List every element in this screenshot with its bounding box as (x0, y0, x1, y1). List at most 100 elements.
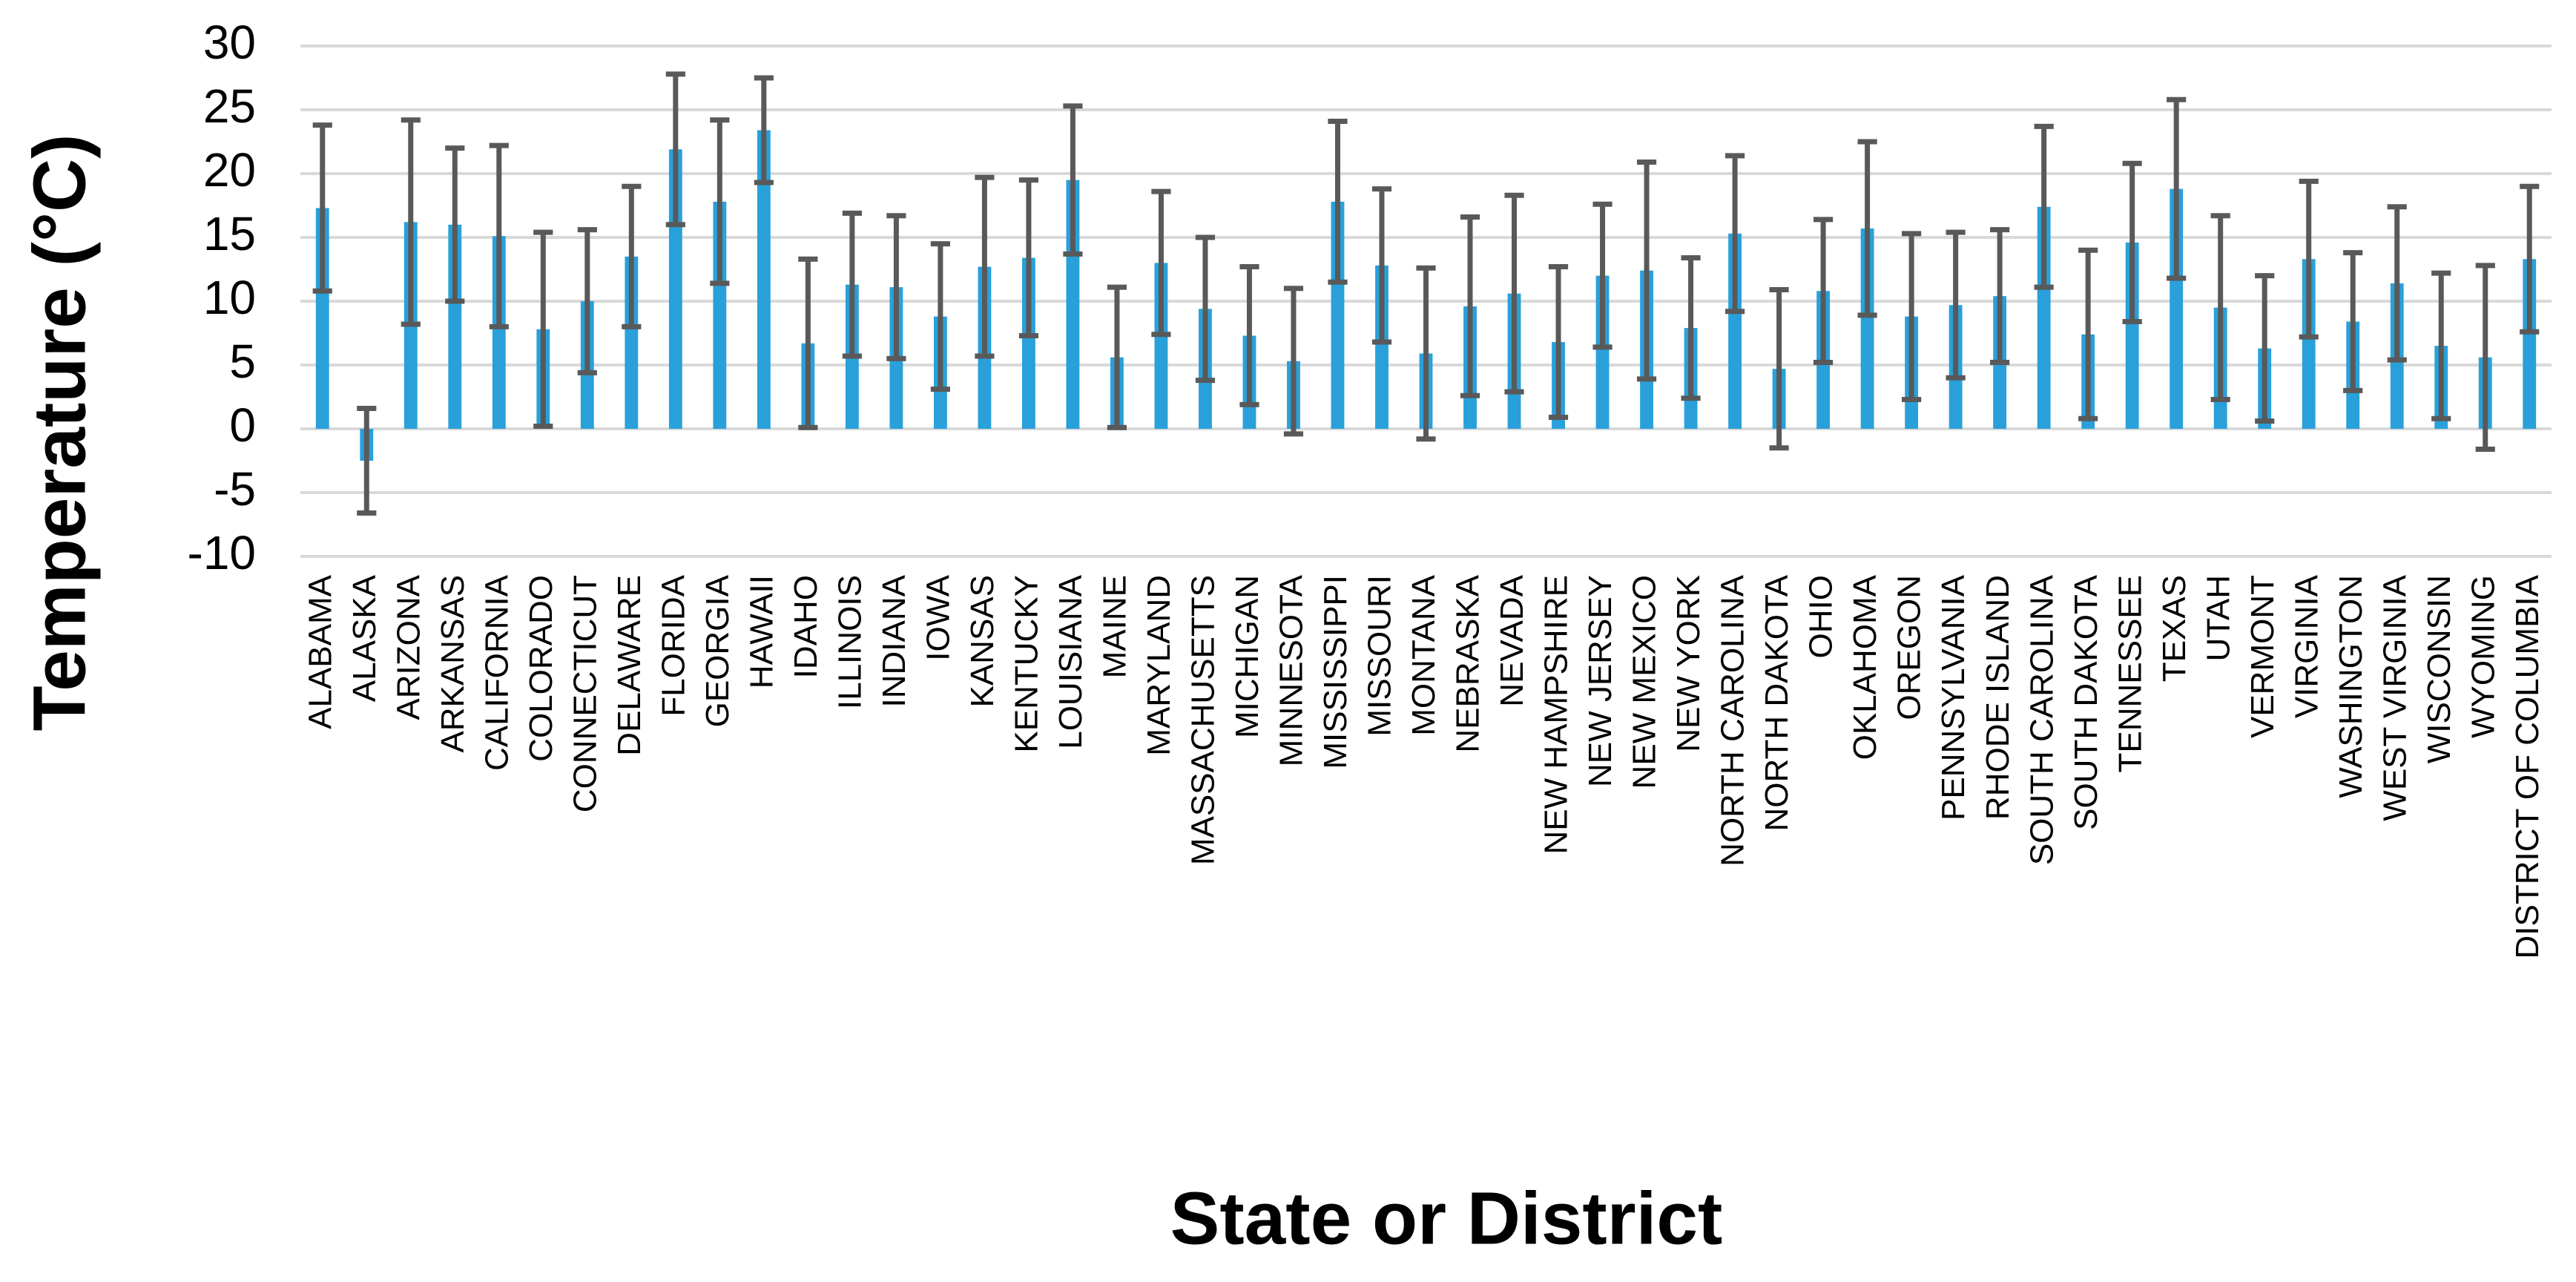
bar (448, 224, 462, 429)
x-tick-label: TEXAS (2156, 575, 2193, 682)
x-tick-label: FLORIDA (655, 574, 691, 716)
error-bar (1946, 229, 1966, 381)
error-bar (445, 145, 465, 304)
error-bar (975, 174, 995, 359)
error-bar (1107, 284, 1127, 430)
x-tick-label: ARKANSAS (435, 575, 471, 753)
x-tick-label: KANSAS (964, 575, 1001, 708)
y-tick-label: 25 (203, 79, 256, 133)
error-bar (754, 75, 774, 185)
error-bar (1592, 201, 1613, 350)
x-tick-label: CALIFORNIA (478, 574, 515, 771)
bar (2125, 242, 2139, 429)
y-axis-title: Temperature (°C) (18, 134, 101, 732)
error-bar (1018, 177, 1038, 338)
error-bar (2387, 204, 2407, 363)
x-tick-label: WASHINGTON (2333, 575, 2369, 798)
x-tick-label: NEW JERSEY (1582, 575, 1618, 787)
error-bar (1504, 192, 1524, 395)
error-bar (665, 71, 685, 228)
x-tick-label: IDAHO (788, 575, 824, 678)
x-tick-label: MARYLAND (1141, 575, 1177, 756)
x-tick-label: HAWAII (743, 575, 780, 688)
error-bar (2210, 213, 2230, 402)
error-bar (798, 256, 818, 430)
bar (1331, 201, 1345, 429)
error-bar (1239, 264, 1259, 407)
bar (1154, 263, 1168, 429)
bar (1021, 257, 1035, 429)
bar (492, 236, 506, 429)
x-tick-label: OHIO (1803, 575, 1839, 658)
error-bar (886, 213, 906, 361)
error-bar (2034, 123, 2054, 290)
bar (2302, 259, 2316, 429)
x-tick-label: NEW YORK (1670, 575, 1707, 752)
x-tick-label: NEW HAMPSHIRE (1538, 575, 1575, 854)
x-tick-label: NEW MEXICO (1627, 575, 1663, 789)
y-tick-label: -5 (214, 462, 256, 516)
x-tick-label: VIRGINIA (2288, 574, 2325, 718)
x-tick-label: OREGON (1891, 575, 1928, 720)
x-tick-label: OKLAHOMA (1847, 574, 1883, 760)
x-tick-label: KENTUCKY (1009, 575, 1045, 753)
x-tick-label: SOUTH CAROLINA (2023, 574, 2060, 865)
error-bar (2475, 263, 2495, 453)
bar (1595, 275, 1610, 429)
error-bar (1902, 231, 1922, 402)
error-bar (2299, 178, 2319, 340)
x-tick-label: SOUTH DAKOTA (2068, 574, 2104, 830)
x-tick-label: DELAWARE (611, 575, 648, 756)
bar (1860, 228, 1874, 429)
x-tick-label: NEVADA (1494, 574, 1530, 706)
error-bar (357, 405, 377, 516)
x-tick-label: RHODE ISLAND (1980, 575, 2016, 820)
x-tick-label: MONTANA (1406, 574, 1442, 735)
x-tick-label: TENNESSEE (2112, 575, 2148, 773)
x-axis-title: State or District (1170, 1177, 1723, 1260)
error-bar (622, 183, 642, 329)
error-bar (1636, 160, 1657, 382)
x-tick-label: LOUISIANA (1053, 574, 1089, 749)
error-bar (1990, 227, 2010, 366)
x-tick-label: WEST VIRGINIA (2376, 574, 2413, 821)
x-tick-label: MAINE (1097, 575, 1133, 678)
y-tick-label: 5 (229, 335, 256, 388)
error-bar (2343, 250, 2363, 393)
error-bar (1328, 118, 1348, 285)
error-bar (2255, 273, 2275, 424)
bar (713, 201, 727, 429)
x-tick-label: NEBRASKA (1450, 574, 1486, 752)
x-tick-label: MICHIGAN (1229, 575, 1265, 738)
error-bar (1151, 188, 1171, 338)
error-bar (533, 229, 553, 430)
bar (625, 256, 639, 429)
error-bar (1548, 264, 1569, 421)
x-tick-label: WYOMING (2465, 575, 2501, 738)
y-tick-label: -10 (188, 526, 257, 579)
x-tick-label: NORTH CAROLINA (1715, 574, 1751, 866)
x-tick-label: IOWA (920, 574, 957, 660)
x-tick-label: MINNESOTA (1274, 574, 1310, 766)
bar (757, 130, 771, 429)
x-tick-label: MISSISSIPPI (1317, 575, 1354, 769)
error-bar (2078, 247, 2098, 421)
bar (1728, 233, 1742, 429)
x-tick-label: CONNECTICUT (567, 575, 603, 812)
x-tick-label: MISSOURI (1362, 575, 1398, 737)
error-bar (1416, 265, 1436, 442)
error-bar (1460, 214, 1480, 398)
error-bar (1371, 186, 1392, 345)
x-tick-label: PENNSYLVANIA (1935, 574, 1971, 821)
error-bar (930, 241, 950, 392)
x-tick-label: ARIZONA (390, 574, 426, 720)
error-bar (710, 117, 730, 286)
bar (668, 149, 682, 429)
error-bar (1857, 139, 1877, 318)
x-tick-label: INDIANA (876, 574, 912, 707)
y-tick-label: 0 (229, 398, 256, 452)
error-bar (489, 142, 509, 329)
error-bar (2167, 96, 2187, 281)
